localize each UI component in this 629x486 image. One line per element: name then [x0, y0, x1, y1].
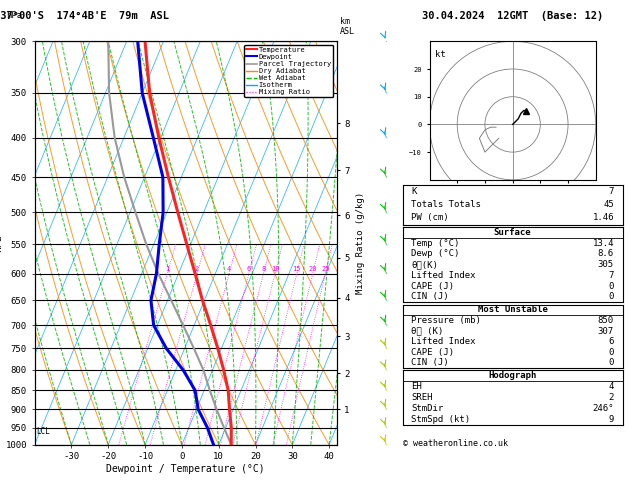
- Text: θᴇ(K): θᴇ(K): [411, 260, 438, 269]
- Text: K: K: [411, 187, 417, 196]
- Text: 0: 0: [608, 293, 614, 301]
- Text: Hodograph: Hodograph: [489, 371, 537, 380]
- Text: 8.6: 8.6: [598, 249, 614, 259]
- Text: SREH: SREH: [411, 393, 433, 402]
- Text: StmSpd (kt): StmSpd (kt): [411, 415, 470, 424]
- Text: 4: 4: [608, 382, 614, 391]
- Text: 8: 8: [262, 266, 265, 272]
- Text: Mixing Ratio (g/kg): Mixing Ratio (g/kg): [356, 192, 365, 294]
- Text: 0: 0: [608, 282, 614, 291]
- Text: CAPE (J): CAPE (J): [411, 282, 454, 291]
- Text: Pressure (mb): Pressure (mb): [411, 316, 481, 325]
- Text: Lifted Index: Lifted Index: [411, 271, 476, 280]
- Text: 4: 4: [227, 266, 231, 272]
- Text: 1.46: 1.46: [593, 213, 614, 223]
- Text: 2: 2: [195, 266, 199, 272]
- Text: Dewp (°C): Dewp (°C): [411, 249, 460, 259]
- Text: kt: kt: [435, 50, 446, 59]
- Text: 6: 6: [247, 266, 251, 272]
- Text: 0: 0: [608, 347, 614, 357]
- Text: 10: 10: [271, 266, 279, 272]
- Text: 20: 20: [308, 266, 317, 272]
- Text: 13.4: 13.4: [593, 239, 614, 247]
- Text: 2: 2: [608, 393, 614, 402]
- Text: CIN (J): CIN (J): [411, 358, 449, 367]
- Text: Temp (°C): Temp (°C): [411, 239, 460, 247]
- Text: 1: 1: [165, 266, 169, 272]
- Text: 7: 7: [608, 271, 614, 280]
- Text: hPa: hPa: [6, 11, 23, 20]
- Text: 9: 9: [608, 415, 614, 424]
- Text: km
ASL: km ASL: [340, 17, 355, 36]
- Text: θᴇ (K): θᴇ (K): [411, 327, 443, 335]
- Y-axis label: hPa: hPa: [0, 234, 3, 252]
- Text: PW (cm): PW (cm): [411, 213, 449, 223]
- Text: 307: 307: [598, 327, 614, 335]
- Text: EH: EH: [411, 382, 422, 391]
- Text: StmDir: StmDir: [411, 404, 443, 413]
- Text: 850: 850: [598, 316, 614, 325]
- Text: 0: 0: [608, 358, 614, 367]
- Text: © weatheronline.co.uk: © weatheronline.co.uk: [403, 439, 508, 449]
- Text: LCL: LCL: [36, 427, 50, 435]
- Text: 25: 25: [321, 266, 330, 272]
- Text: CIN (J): CIN (J): [411, 293, 449, 301]
- X-axis label: Dewpoint / Temperature (°C): Dewpoint / Temperature (°C): [106, 464, 265, 474]
- Text: Surface: Surface: [494, 228, 532, 237]
- Text: 15: 15: [292, 266, 301, 272]
- Text: 305: 305: [598, 260, 614, 269]
- Text: 246°: 246°: [593, 404, 614, 413]
- Text: 7: 7: [608, 187, 614, 196]
- Text: Most Unstable: Most Unstable: [477, 306, 548, 314]
- Text: -37°00'S  174°4B'E  79m  ASL: -37°00'S 174°4B'E 79m ASL: [0, 11, 169, 21]
- Text: 30.04.2024  12GMT  (Base: 12): 30.04.2024 12GMT (Base: 12): [422, 11, 603, 21]
- Text: Lifted Index: Lifted Index: [411, 337, 476, 346]
- Text: 45: 45: [603, 200, 614, 209]
- Text: CAPE (J): CAPE (J): [411, 347, 454, 357]
- Text: 6: 6: [608, 337, 614, 346]
- Legend: Temperature, Dewpoint, Parcel Trajectory, Dry Adiabat, Wet Adiabat, Isotherm, Mi: Temperature, Dewpoint, Parcel Trajectory…: [244, 45, 333, 97]
- Text: Totals Totals: Totals Totals: [411, 200, 481, 209]
